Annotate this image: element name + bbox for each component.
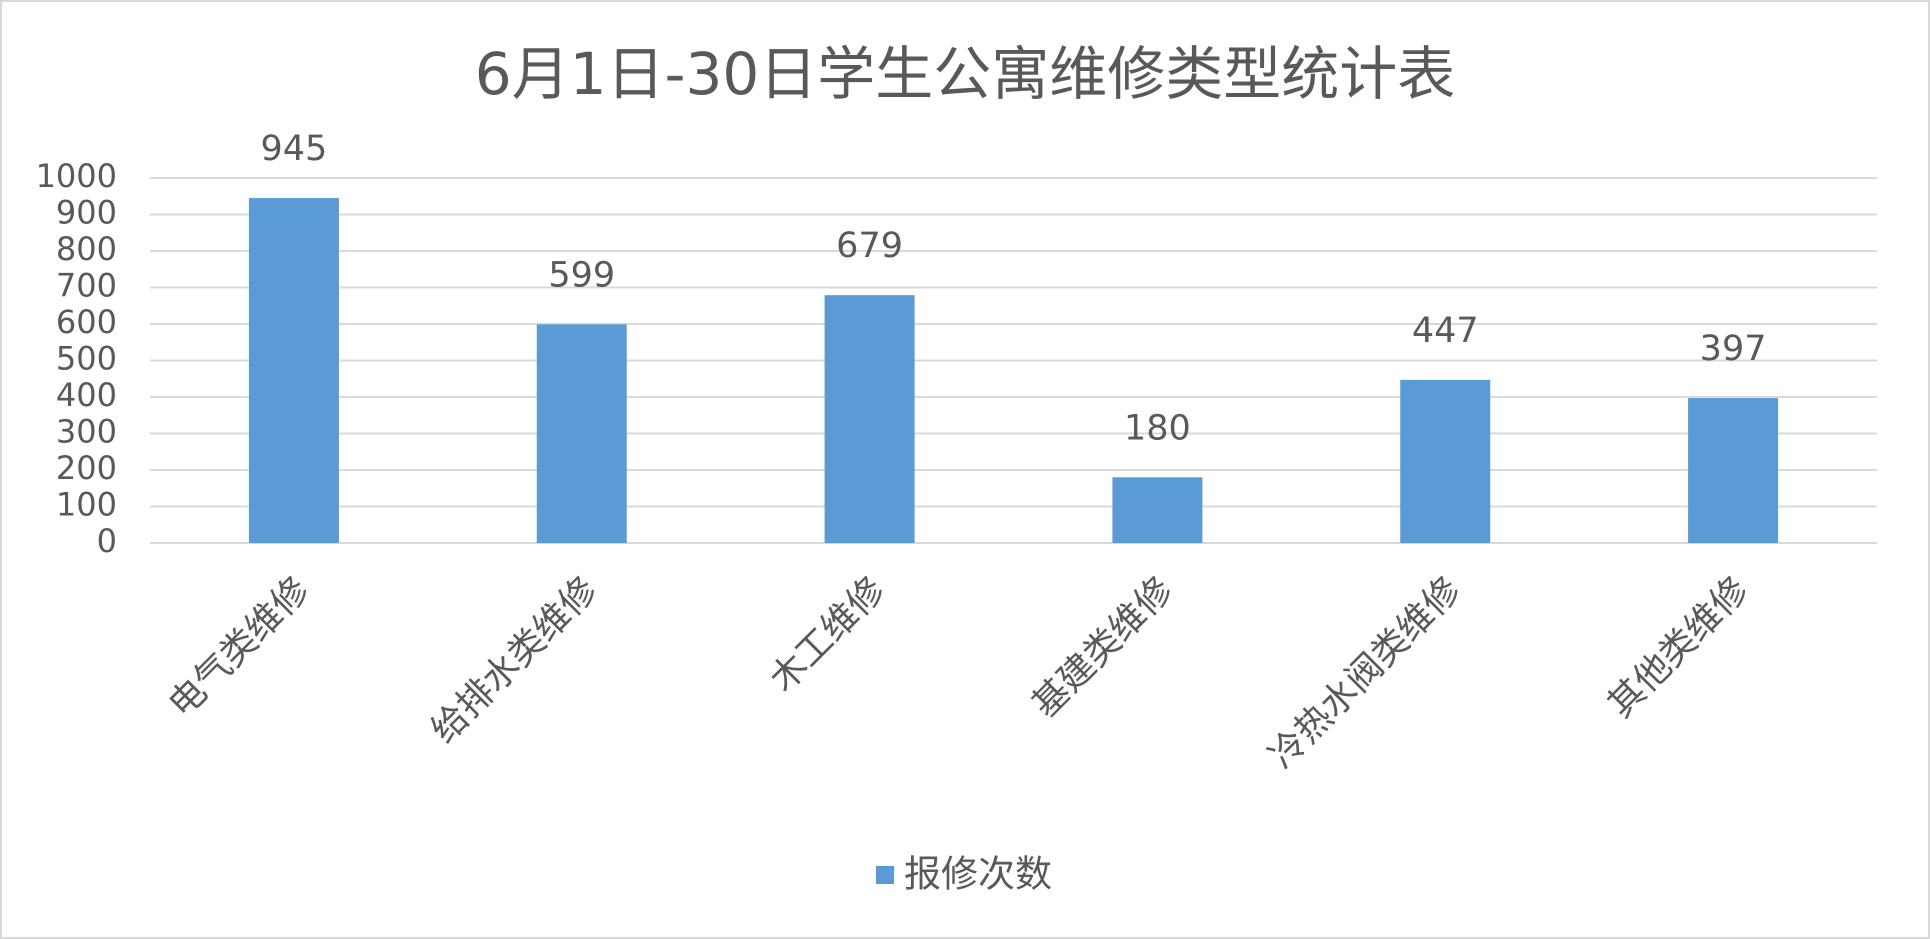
y-tick-label: 0 (97, 522, 117, 560)
y-tick-label: 600 (56, 303, 117, 341)
bar (248, 198, 339, 543)
y-tick-label: 900 (56, 194, 117, 232)
data-label: 447 (1412, 311, 1479, 351)
y-tick-label: 400 (56, 376, 117, 414)
y-tick-label: 700 (56, 267, 117, 305)
y-tick-label: 200 (56, 449, 117, 487)
legend-label: 报修次数 (904, 853, 1052, 896)
legend-swatch (876, 866, 894, 884)
y-tick-label: 1000 (36, 157, 117, 195)
bar (536, 324, 627, 543)
data-label: 397 (1700, 329, 1767, 369)
data-label: 945 (261, 129, 328, 169)
y-tick-label: 500 (56, 340, 117, 378)
y-tick-label: 100 (56, 486, 117, 524)
bar (824, 295, 915, 543)
bar (1688, 398, 1779, 543)
bar (1400, 379, 1491, 543)
y-tick-label: 300 (56, 413, 117, 451)
data-label: 599 (548, 255, 615, 295)
bar (1112, 477, 1203, 543)
data-label: 180 (1124, 408, 1191, 448)
data-label: 679 (836, 226, 903, 266)
chart-title: 6月1日-30日学生公寓维修类型统计表 (475, 40, 1456, 108)
y-tick-label: 800 (56, 230, 117, 268)
